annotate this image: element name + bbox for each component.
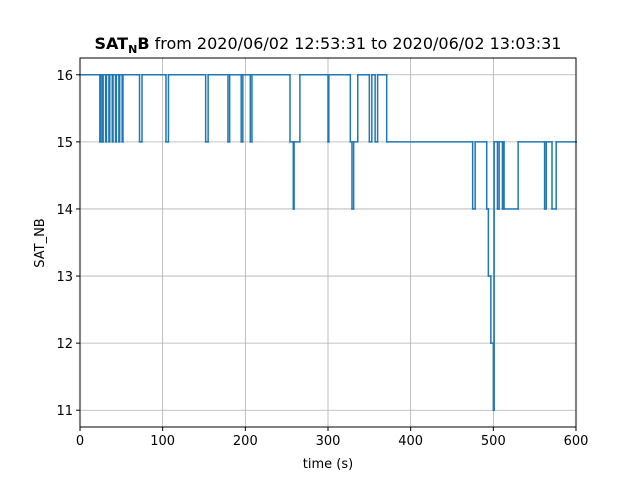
title-part: SAT <box>95 34 129 53</box>
title-part: B <box>137 34 149 53</box>
plot-area <box>79 74 577 411</box>
y-tick-label: 14 <box>56 203 73 218</box>
title-part: from 2020/06/02 12:53:31 to 2020/06/02 1… <box>150 34 562 53</box>
x-tick-label: 500 <box>481 434 506 449</box>
title-part: N <box>128 43 137 56</box>
y-tick-label: 12 <box>56 337 73 352</box>
x-tick-label: 200 <box>233 434 258 449</box>
y-axis-label: SAT_NB <box>33 218 48 267</box>
x-tick-label: 300 <box>316 434 341 449</box>
x-tick-label: 100 <box>150 434 175 449</box>
ticks: 0 100 200 300 400 500 600 11 12 13 14 15 16 <box>56 69 588 449</box>
y-tick-label: 15 <box>56 136 73 151</box>
y-tick-label: 13 <box>56 270 73 285</box>
x-tick-label: 400 <box>398 434 423 449</box>
y-tick-label: 11 <box>56 404 73 419</box>
x-tick-label: 600 <box>564 434 589 449</box>
y-tick-label: 16 <box>56 69 73 84</box>
chart-title: SATNB from 2020/06/02 12:53:31 to 2020/0… <box>95 34 562 56</box>
x-axis-label: time (s) <box>303 457 353 472</box>
x-tick-label: 0 <box>76 434 84 449</box>
